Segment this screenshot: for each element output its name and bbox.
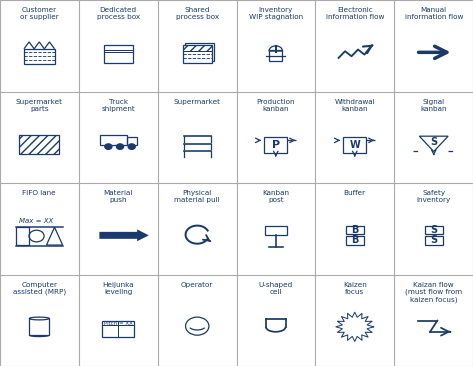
- Bar: [100, 135, 127, 145]
- Bar: [425, 225, 443, 234]
- Text: Truck
shipment: Truck shipment: [101, 99, 135, 112]
- Ellipse shape: [29, 317, 49, 320]
- Text: Manual
information flow: Manual information flow: [404, 7, 463, 20]
- Text: Supermarket: Supermarket: [174, 99, 221, 105]
- Text: B: B: [351, 225, 359, 235]
- Text: W: W: [350, 139, 360, 150]
- Bar: [183, 45, 211, 63]
- Text: P: P: [272, 139, 280, 150]
- Text: Withdrawal
kanban: Withdrawal kanban: [334, 99, 375, 112]
- Text: B: B: [351, 235, 359, 245]
- Text: Electronic
information flow: Electronic information flow: [325, 7, 384, 20]
- Text: Computer
assisted (MRP): Computer assisted (MRP): [13, 282, 66, 295]
- Bar: [269, 50, 282, 61]
- Text: FIFO lane: FIFO lane: [22, 190, 56, 196]
- Circle shape: [128, 144, 135, 149]
- Text: Kaizan flow
(must flow from
kaizen focus): Kaizan flow (must flow from kaizen focus…: [405, 282, 462, 303]
- Bar: [265, 225, 287, 235]
- Bar: [264, 137, 288, 153]
- Bar: [29, 318, 49, 335]
- Text: Max = XX: Max = XX: [18, 218, 53, 224]
- Text: Shared
process box: Shared process box: [175, 7, 219, 20]
- FancyArrow shape: [99, 229, 149, 241]
- Circle shape: [105, 144, 112, 149]
- Text: U-shaped
cell: U-shaped cell: [259, 282, 293, 295]
- Text: Material
push: Material push: [104, 190, 133, 203]
- Text: Heijunka
leveling: Heijunka leveling: [103, 282, 134, 295]
- Bar: [425, 236, 443, 244]
- Text: S: S: [430, 138, 438, 147]
- Text: I: I: [274, 45, 278, 55]
- Text: Inventory
WIP stagnation: Inventory WIP stagnation: [249, 7, 303, 20]
- Text: Operator: Operator: [181, 282, 213, 288]
- Bar: [185, 43, 214, 61]
- Bar: [104, 45, 132, 63]
- Text: Pitch = XX: Pitch = XX: [104, 321, 133, 326]
- Text: Kaizen
focus: Kaizen focus: [343, 282, 367, 295]
- Bar: [183, 45, 211, 51]
- Text: Customer
or supplier: Customer or supplier: [20, 7, 59, 20]
- Text: Physical
material pull: Physical material pull: [175, 190, 220, 203]
- Text: Signal
kanban: Signal kanban: [420, 99, 447, 112]
- Text: S: S: [430, 235, 438, 245]
- Bar: [346, 225, 364, 234]
- Text: Safety
inventory: Safety inventory: [417, 190, 451, 203]
- Text: Dedicated
process box: Dedicated process box: [96, 7, 140, 20]
- Bar: [346, 236, 364, 244]
- Text: Kanban
post: Kanban post: [262, 190, 289, 203]
- Text: Production
kanban: Production kanban: [256, 99, 295, 112]
- Text: Supermarket
parts: Supermarket parts: [16, 99, 63, 112]
- Bar: [16, 227, 29, 245]
- Bar: [102, 321, 134, 337]
- Bar: [127, 137, 137, 145]
- Bar: [343, 137, 367, 153]
- Text: S: S: [430, 225, 438, 235]
- Bar: [24, 49, 54, 64]
- Circle shape: [116, 144, 123, 149]
- Text: Buffer: Buffer: [344, 190, 366, 196]
- Bar: [19, 135, 59, 154]
